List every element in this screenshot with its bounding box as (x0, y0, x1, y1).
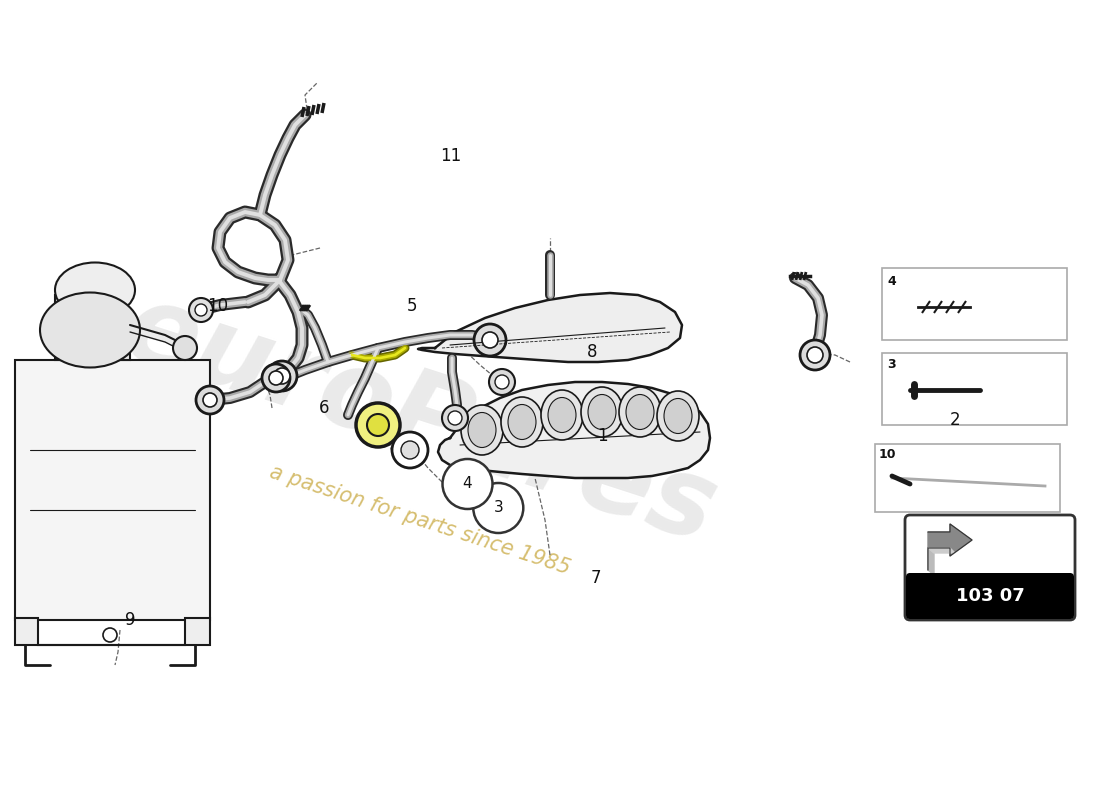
Circle shape (474, 324, 506, 356)
Ellipse shape (541, 390, 583, 440)
Circle shape (356, 403, 400, 447)
Polygon shape (15, 618, 210, 645)
Text: 3: 3 (494, 501, 503, 515)
Ellipse shape (508, 405, 536, 439)
Circle shape (204, 393, 217, 407)
Circle shape (490, 369, 515, 395)
Circle shape (800, 340, 830, 370)
Circle shape (442, 405, 468, 431)
Text: euroPares: euroPares (111, 274, 729, 566)
FancyBboxPatch shape (906, 573, 1074, 619)
Ellipse shape (626, 394, 654, 430)
Circle shape (473, 483, 524, 533)
Circle shape (392, 432, 428, 468)
Circle shape (189, 298, 213, 322)
Text: 9: 9 (124, 611, 135, 629)
Polygon shape (15, 360, 210, 620)
Ellipse shape (581, 387, 623, 437)
Text: 4: 4 (463, 477, 472, 491)
Circle shape (262, 364, 290, 392)
Circle shape (196, 386, 224, 414)
FancyBboxPatch shape (874, 444, 1060, 512)
Ellipse shape (55, 262, 135, 318)
Circle shape (402, 441, 419, 459)
Circle shape (448, 411, 462, 425)
Ellipse shape (468, 413, 496, 447)
Circle shape (103, 628, 117, 642)
Text: 4: 4 (887, 275, 895, 288)
Text: 3: 3 (887, 358, 895, 371)
Text: 5: 5 (407, 297, 418, 314)
Text: a passion for parts since 1985: a passion for parts since 1985 (267, 462, 573, 578)
Text: 10: 10 (879, 448, 896, 461)
Text: 1: 1 (597, 427, 608, 445)
Text: 2: 2 (949, 411, 960, 429)
FancyBboxPatch shape (905, 515, 1075, 620)
Circle shape (270, 371, 283, 385)
Ellipse shape (461, 405, 503, 455)
Circle shape (807, 347, 823, 363)
Text: 7: 7 (591, 569, 602, 586)
Circle shape (367, 414, 389, 436)
Ellipse shape (500, 397, 543, 447)
Polygon shape (928, 548, 955, 553)
Text: 11: 11 (440, 147, 462, 165)
Ellipse shape (548, 398, 576, 433)
Text: 8: 8 (586, 343, 597, 361)
Circle shape (267, 361, 297, 391)
Circle shape (173, 336, 197, 360)
FancyBboxPatch shape (882, 268, 1067, 340)
Text: 6: 6 (319, 399, 330, 417)
Circle shape (442, 459, 493, 509)
Polygon shape (418, 293, 682, 362)
Circle shape (274, 368, 290, 384)
Ellipse shape (664, 398, 692, 434)
Polygon shape (438, 382, 710, 478)
Ellipse shape (619, 387, 661, 437)
Ellipse shape (657, 391, 698, 441)
Polygon shape (928, 524, 972, 570)
Circle shape (482, 332, 498, 348)
Polygon shape (928, 548, 934, 575)
Circle shape (495, 375, 509, 389)
FancyBboxPatch shape (882, 353, 1067, 425)
Circle shape (195, 304, 207, 316)
Polygon shape (55, 295, 130, 360)
Ellipse shape (588, 394, 616, 430)
Text: 103 07: 103 07 (956, 587, 1024, 605)
Text: 10: 10 (207, 297, 229, 314)
Ellipse shape (40, 293, 140, 367)
